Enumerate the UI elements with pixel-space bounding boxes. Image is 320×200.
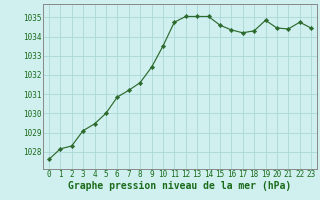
X-axis label: Graphe pression niveau de la mer (hPa): Graphe pression niveau de la mer (hPa) — [68, 181, 292, 191]
